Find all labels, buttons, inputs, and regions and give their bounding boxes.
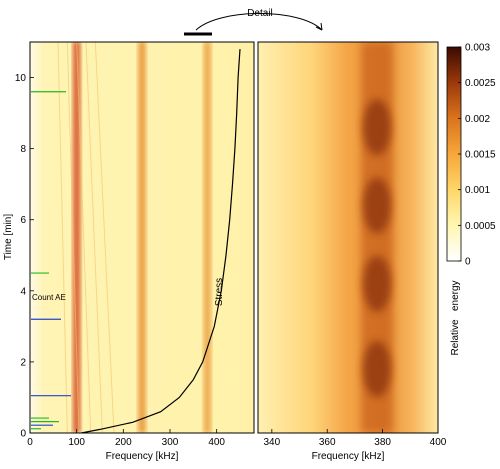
ridge-380khz bbox=[203, 42, 212, 433]
left-x-ticks: 0 100 200 300 400 bbox=[27, 429, 225, 448]
colorbar-tick-label: 0.002 bbox=[465, 114, 490, 125]
colorbar-tick-label: 0.0025 bbox=[465, 78, 496, 89]
right-high-energy-blobs bbox=[361, 42, 394, 433]
x-tick-label: 340 bbox=[264, 437, 281, 448]
high-energy-blob bbox=[363, 99, 392, 156]
colorbar-tick-label: 0.0005 bbox=[465, 221, 496, 232]
stress-curve-group bbox=[81, 49, 241, 433]
colorbar: 0 0.0005 0.001 0.0015 0.002 0.0025 0.003 Relat… bbox=[446, 43, 496, 356]
colorbar-tick-label: 0 bbox=[465, 257, 471, 268]
left-y-axis-label: Time [min] bbox=[3, 214, 14, 261]
right-heatmap-background bbox=[258, 42, 438, 433]
count-ae-events bbox=[31, 91, 71, 430]
left-x-axis-label: Frequency [kHz] bbox=[106, 451, 179, 462]
y-tick-label: 8 bbox=[20, 144, 26, 155]
ridge-100khz bbox=[72, 42, 81, 433]
colorbar-tick-label: 0.003 bbox=[465, 43, 490, 54]
detail-annotation: Detail bbox=[184, 8, 323, 36]
x-tick-label: 360 bbox=[319, 437, 336, 448]
right-x-ticks: 340 360 380 400 bbox=[264, 429, 447, 448]
x-tick-label: 300 bbox=[162, 437, 179, 448]
detail-arrowhead bbox=[315, 22, 323, 31]
right-x-axis-label: Frequency [kHz] bbox=[312, 451, 385, 462]
count-ae-label: Count AE bbox=[32, 293, 66, 302]
detail-label: Detail bbox=[247, 8, 273, 19]
left-spectrogram-panel: 0 100 200 300 400 0 2 4 6 8 10 Frequency [kHz] Ti… bbox=[3, 41, 255, 462]
y-tick-label: 10 bbox=[15, 73, 27, 84]
ridge-240khz bbox=[138, 42, 146, 433]
x-tick-label: 400 bbox=[430, 437, 447, 448]
colorbar-tick-label: 0.0015 bbox=[465, 150, 496, 161]
stress-label: Stress bbox=[214, 278, 225, 306]
colorbar-tick-label: 0.001 bbox=[465, 185, 490, 196]
y-tick-label: 2 bbox=[20, 357, 26, 368]
x-tick-label: 0 bbox=[27, 437, 33, 448]
high-energy-blob bbox=[363, 255, 392, 312]
left-axes-frame bbox=[29, 41, 255, 434]
colorbar-label: Relative energy bbox=[450, 280, 461, 355]
high-energy-blob bbox=[363, 341, 392, 398]
detail-arrow bbox=[195, 13, 323, 31]
faint-trace bbox=[85, 42, 103, 433]
x-tick-label: 400 bbox=[208, 437, 225, 448]
y-tick-label: 4 bbox=[20, 286, 26, 297]
x-tick-label: 380 bbox=[374, 437, 391, 448]
left-ridges bbox=[57, 42, 212, 433]
x-tick-label: 100 bbox=[68, 437, 85, 448]
left-y-ticks: 0 2 4 6 8 10 bbox=[15, 73, 34, 440]
colorbar-ticks: 0 0.0005 0.001 0.0015 0.002 0.0025 0.003 bbox=[458, 43, 496, 268]
high-energy-blob bbox=[363, 177, 392, 234]
faint-trace bbox=[57, 42, 68, 433]
x-tick-label: 200 bbox=[115, 437, 132, 448]
faint-trace bbox=[66, 42, 80, 433]
right-axes-frame bbox=[257, 41, 439, 434]
y-tick-label: 0 bbox=[20, 429, 26, 440]
stress-curve bbox=[81, 49, 241, 433]
y-tick-label: 6 bbox=[20, 215, 26, 226]
faint-trace bbox=[76, 42, 92, 433]
faint-trace bbox=[94, 42, 115, 433]
right-detail-panel: 340 360 380 400 Frequency [kHz] bbox=[257, 41, 447, 462]
